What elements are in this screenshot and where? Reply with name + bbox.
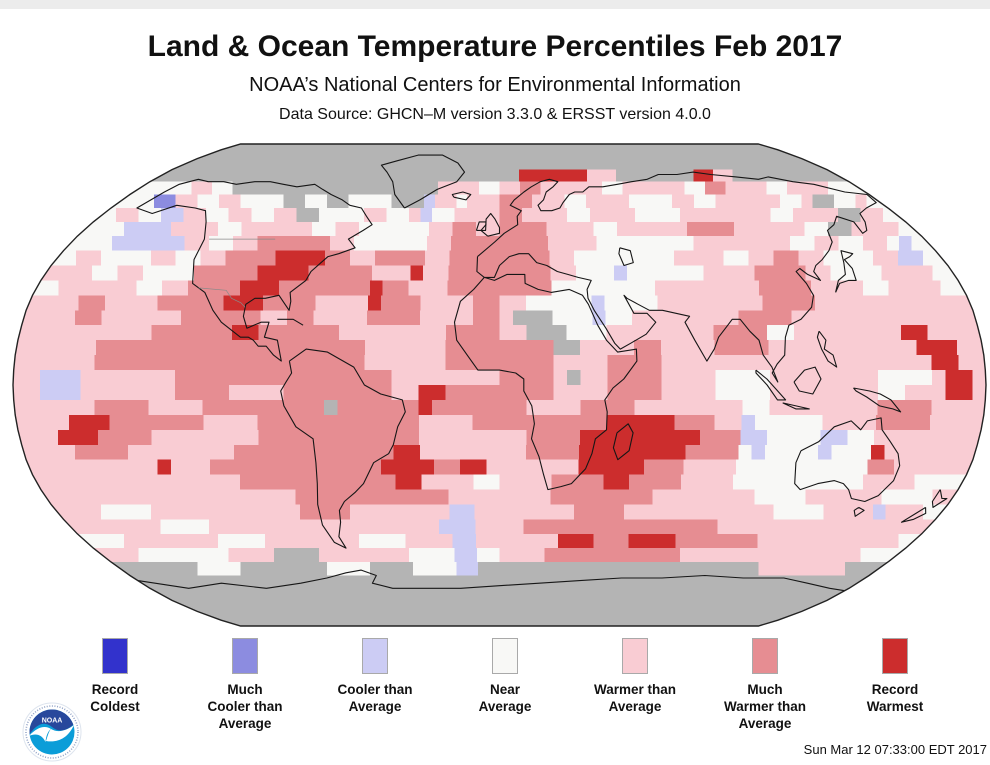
coastlines-layer — [136, 154, 948, 592]
logo-noaa-text: NOAA — [42, 718, 63, 725]
top-strip — [0, 0, 990, 9]
header: Land & Ocean Temperature Percentiles Feb… — [0, 30, 990, 124]
logo-ring-text — [25, 705, 79, 759]
noaa-logo: NOAA — [22, 702, 82, 762]
cells-layer — [13, 144, 986, 626]
page-subtitle: NOAA’s National Centers for Environmenta… — [249, 74, 741, 96]
timestamp: Sun Mar 12 07:33:00 EDT 2017 — [803, 742, 987, 757]
borders-layer — [198, 238, 276, 308]
map-outline — [12, 143, 987, 627]
page-title: Land & Ocean Temperature Percentiles Feb… — [147, 30, 843, 63]
data-source-line: Data Source: GHCN–M version 3.3.0 & ERSS… — [279, 106, 711, 123]
